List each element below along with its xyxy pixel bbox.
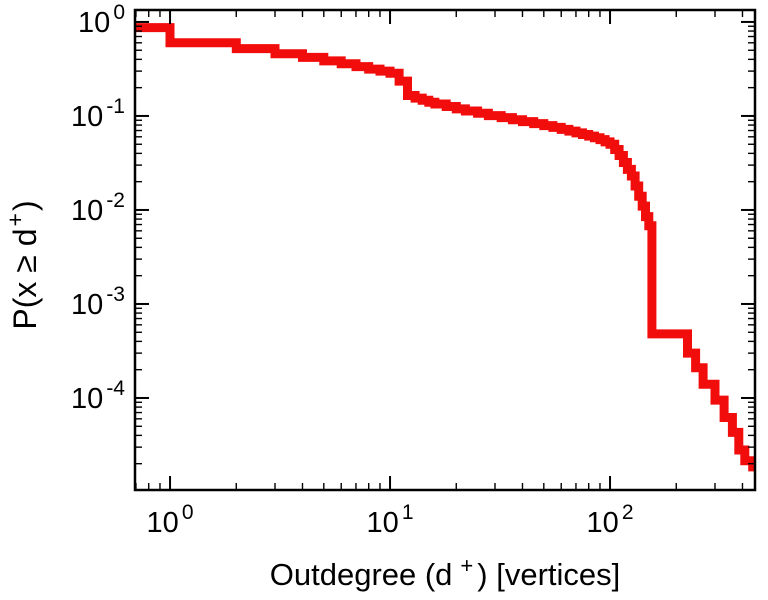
x-tick-label: 10 2 bbox=[587, 501, 634, 539]
y-tick-label: 10 -1 bbox=[71, 95, 125, 133]
y-axis-title: P(x ≥ d+) bbox=[2, 200, 43, 329]
x-tick-label: 10 1 bbox=[367, 501, 414, 539]
y-tick-label: 10 -3 bbox=[71, 283, 125, 321]
plot-border bbox=[133, 8, 757, 492]
y-tick-label: 10 -4 bbox=[71, 377, 125, 415]
y-tick-label: 10 -2 bbox=[71, 189, 125, 227]
x-axis-title: Outdegree (d +) [vertices] bbox=[270, 553, 621, 592]
y-tick-label: 10 0 bbox=[78, 1, 125, 39]
ccdf-step-line bbox=[135, 23, 755, 472]
x-tick-label: 10 0 bbox=[147, 501, 194, 539]
